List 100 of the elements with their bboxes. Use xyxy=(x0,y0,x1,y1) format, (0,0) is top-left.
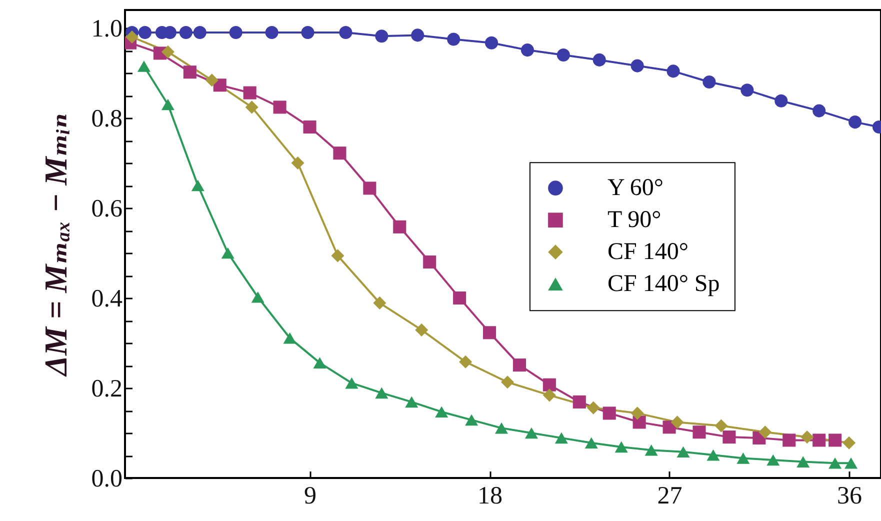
point xyxy=(812,104,826,118)
point xyxy=(848,116,862,129)
y-tick-label: 0.8 xyxy=(91,106,122,132)
point xyxy=(796,456,810,468)
point xyxy=(736,452,750,464)
point xyxy=(670,416,684,429)
point xyxy=(423,255,436,269)
point xyxy=(345,377,358,389)
point xyxy=(393,220,406,234)
y-tick-label: 1.0 xyxy=(91,16,122,42)
point xyxy=(602,406,616,420)
legend-label: Y 60° xyxy=(607,175,664,202)
point xyxy=(542,388,556,402)
point xyxy=(333,146,346,160)
point xyxy=(572,395,586,408)
point xyxy=(415,323,428,336)
point xyxy=(179,26,192,40)
x-tick-label: 18 xyxy=(478,482,503,510)
point xyxy=(303,120,316,134)
point xyxy=(632,416,646,429)
y-tick-label: 0.2 xyxy=(91,376,122,402)
point xyxy=(483,326,496,340)
y-tick-label: 0.0 xyxy=(91,466,122,492)
point xyxy=(614,441,628,453)
point xyxy=(500,376,514,389)
point xyxy=(512,358,526,372)
point xyxy=(265,26,278,40)
point xyxy=(161,98,174,110)
point xyxy=(630,59,644,72)
point xyxy=(586,401,600,414)
point xyxy=(584,437,598,449)
point xyxy=(205,74,218,87)
point xyxy=(283,332,296,344)
point xyxy=(782,434,796,447)
y-axis-title: ΔM = Mₘₐₓ − Mₘᵢₙ xyxy=(37,113,74,378)
point xyxy=(465,414,478,426)
point xyxy=(676,446,690,458)
point xyxy=(137,60,150,72)
point xyxy=(331,249,344,262)
point xyxy=(842,436,856,450)
point xyxy=(193,26,206,40)
point xyxy=(484,36,498,50)
point xyxy=(221,247,234,259)
point xyxy=(191,180,204,192)
point xyxy=(758,426,772,439)
point xyxy=(524,427,538,439)
point xyxy=(554,432,568,444)
point xyxy=(373,296,386,310)
point xyxy=(453,291,466,305)
point xyxy=(692,426,706,439)
point xyxy=(301,26,314,40)
point xyxy=(556,48,570,62)
point xyxy=(828,434,842,447)
point xyxy=(706,449,720,461)
x-tick-label: 27 xyxy=(657,482,682,510)
point xyxy=(375,30,388,43)
point xyxy=(161,45,174,58)
point xyxy=(812,434,826,447)
point xyxy=(494,422,508,434)
point xyxy=(630,406,644,420)
point xyxy=(592,53,606,66)
point xyxy=(243,86,256,100)
point xyxy=(313,357,326,368)
point xyxy=(375,387,388,399)
point xyxy=(273,100,286,114)
legend-label: CF 140° Sp xyxy=(607,271,720,298)
x-tick-label: 36 xyxy=(837,482,862,510)
point xyxy=(740,84,754,97)
point xyxy=(183,66,196,79)
y-tick-label: 0.6 xyxy=(91,196,122,222)
point xyxy=(520,44,534,57)
legend-label: CF 140° xyxy=(607,239,688,266)
point xyxy=(291,156,304,170)
point xyxy=(666,64,680,78)
x-tick-label: 9 xyxy=(304,482,317,510)
point xyxy=(662,420,676,434)
point xyxy=(459,355,472,368)
point xyxy=(714,419,728,432)
legend-label: T 90° xyxy=(607,207,662,234)
point xyxy=(766,454,780,466)
point xyxy=(844,458,858,469)
y-tick-label: 0.4 xyxy=(91,286,123,312)
point xyxy=(828,458,842,469)
point xyxy=(339,26,352,40)
point xyxy=(774,94,788,108)
point xyxy=(542,378,556,392)
point xyxy=(411,28,424,42)
point xyxy=(245,100,258,114)
point xyxy=(251,291,264,303)
point xyxy=(229,26,242,40)
point xyxy=(644,444,658,456)
point xyxy=(702,75,716,89)
point xyxy=(722,430,736,444)
point xyxy=(125,30,139,44)
point xyxy=(447,32,460,46)
point xyxy=(405,396,418,408)
point xyxy=(435,406,448,418)
point xyxy=(800,430,814,444)
point xyxy=(138,26,152,40)
point xyxy=(363,182,376,195)
